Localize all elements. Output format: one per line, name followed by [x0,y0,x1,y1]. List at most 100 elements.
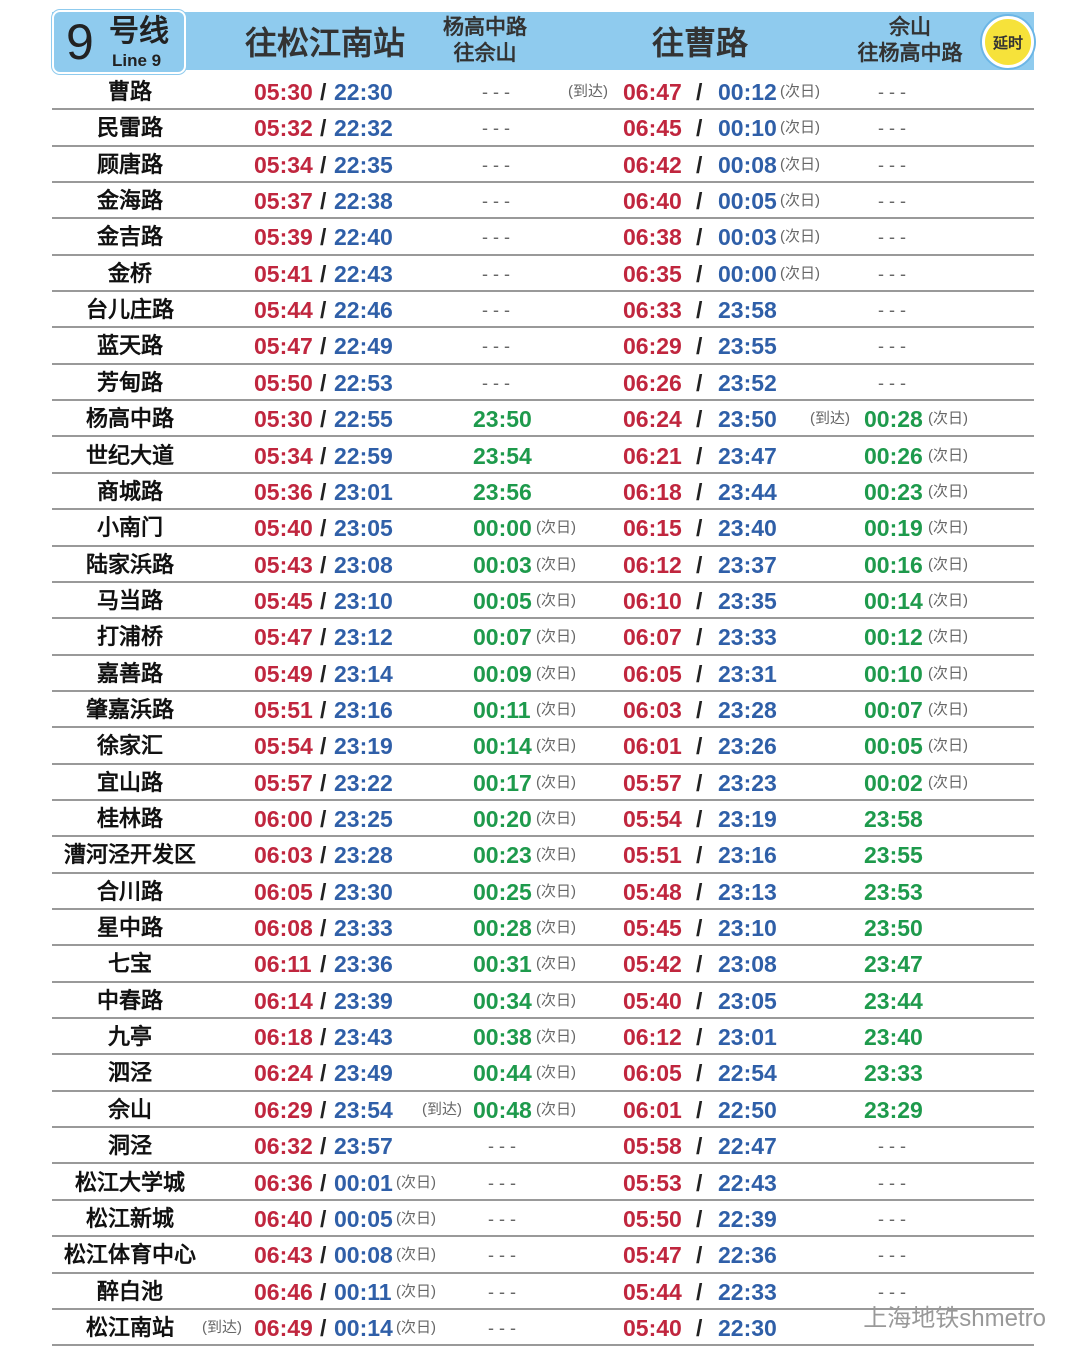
table-row: 洞泾 06:32 / 23:57 - - - 05:58 / 22:47 - - - [52,1128,1034,1165]
slash: / [696,79,703,105]
slash: / [320,478,327,505]
slash: / [320,1314,327,1341]
slash: / [696,1314,703,1341]
branch-last-time: 00:44 [473,1060,532,1087]
branch-last-time: 00:05 [473,587,532,614]
next-day-note: (次日) [536,737,576,755]
table-row: 漕河泾开发区 06:03 / 23:28 00:23 (次日) 05:51 / 23:16 23:… [52,837,1034,874]
slash: / [320,260,327,287]
last-train-time: 00:05 [718,188,777,215]
branch-last-time: 23:53 [864,878,923,905]
next-day-note: (次日) [536,955,576,973]
first-train-time: 06:32 [254,1133,313,1160]
last-train-time: 23:43 [334,1024,393,1051]
first-train-time: 05:34 [254,442,313,469]
next-day-note: (次日) [780,119,820,137]
last-train-time: 23:28 [718,696,777,723]
first-train-time: 06:29 [623,333,682,360]
first-train-time: 06:10 [623,587,682,614]
branch-last-time: 23:50 [864,915,923,942]
table-row: 泗泾 06:24 / 23:49 00:44 (次日) 06:05 / 22:54 23:33 [52,1055,1034,1092]
no-service: - - - [878,1208,906,1229]
table-row: 松江南站 (到达) 06:49 / 00:14 (次日) - - - 05:40 / 22:30 [52,1310,1034,1347]
next-day-note: (次日) [536,628,576,646]
slash: / [320,406,327,433]
slash: / [696,1060,703,1087]
branch-last-time: 23:33 [864,1060,923,1087]
branch-last-time: 00:17 [473,769,532,796]
slash: / [696,1169,703,1196]
last-train-time: 22:39 [718,1205,777,1232]
branch-last-time: 00:28 [473,915,532,942]
last-train-time: 22:47 [718,1133,777,1160]
station-name: 民雷路 [96,115,163,142]
branch-last-time: 00:07 [473,624,532,651]
next-day-note: (次日) [536,991,576,1009]
slash: / [696,915,703,942]
station-name: 陆家浜路 [85,551,174,578]
first-train-time: 06:35 [623,260,682,287]
table-row: 徐家汇 05:54/23:19 00:14 (次日) 06:01/23:26 00:05(… [52,728,1034,765]
last-train-time: 23:37 [718,551,777,578]
slash: / [320,1169,327,1196]
first-train-time: 05:42 [623,951,682,978]
first-train-time: 05:51 [623,842,682,869]
table-row: 松江新城 06:40 / 00:05 (次日) - - - 05:50 / 22:39 - - - [52,1201,1034,1238]
branch-last-time: 00:03 [473,551,532,578]
col-to-caolu: 往曹路 [651,24,748,62]
slash: / [696,515,703,542]
slash: / [320,1024,327,1051]
station-name: 松江新城 [85,1205,174,1232]
no-service: - - - [482,82,510,102]
last-train-time: 00:08 [718,151,777,178]
slash: / [320,587,327,614]
last-train-time: 23:10 [718,915,777,942]
station-name: 七宝 [107,951,152,978]
last-train-time: 23:57 [334,1133,393,1160]
first-train-time: 05:37 [254,188,313,215]
last-train-time: 23:50 [718,406,777,433]
no-service: - - - [878,82,906,102]
last-train-time: 23:28 [334,842,393,869]
no-service: - - - [482,372,510,393]
last-train-time: 00:10 [718,115,777,142]
slash: / [320,1278,327,1305]
first-train-time: 05:43 [254,551,313,578]
slash: / [696,333,703,360]
last-train-time: 23:05 [718,987,777,1014]
slash: / [320,987,327,1014]
table-row: 松江大学城 06:36 / 00:01 (次日) - - - 05:53 / 22:43 - - … [52,1165,1034,1201]
slash: / [320,951,327,978]
slash: / [696,297,703,324]
branch-last-time: 23:29 [864,1096,923,1123]
slash: / [320,115,327,142]
last-train-time: 00:14 [334,1314,393,1341]
slash: / [320,442,327,469]
table-row: 曹路 05:30 / 22:30 - - - (到达) 06:47 / 00:12 (次日) - -… [52,74,1034,111]
station-name: 合川路 [96,878,163,905]
station-name: 漕河泾开发区 [63,842,196,869]
first-train-time: 06:45 [623,115,682,142]
last-train-time: 23:19 [334,733,393,760]
first-train-time: 06:01 [623,733,682,760]
slash: / [696,660,703,687]
last-train-time: 23:36 [334,951,393,978]
station-name: 松江体育中心 [63,1242,196,1269]
slash: / [320,79,327,105]
no-service: - - - [878,227,906,248]
first-train-time: 05:57 [254,769,313,796]
first-train-time: 06:05 [623,1060,682,1087]
station-name: 台儿庄路 [85,297,174,324]
last-train-time: 23:12 [334,624,393,651]
last-train-time: 23:44 [718,478,777,505]
slash: / [320,842,327,869]
first-train-time: 05:57 [623,769,682,796]
next-day-note: (次日) [396,1318,436,1336]
branch-last-time: 00:28 [864,406,923,433]
first-train-time: 05:50 [623,1205,682,1232]
station-name: 金吉路 [96,224,163,251]
last-train-time: 22:38 [334,188,393,215]
station-name: 曹路 [107,79,152,105]
station-name: 佘山 [107,1096,152,1123]
station-name: 小南门 [96,515,163,542]
